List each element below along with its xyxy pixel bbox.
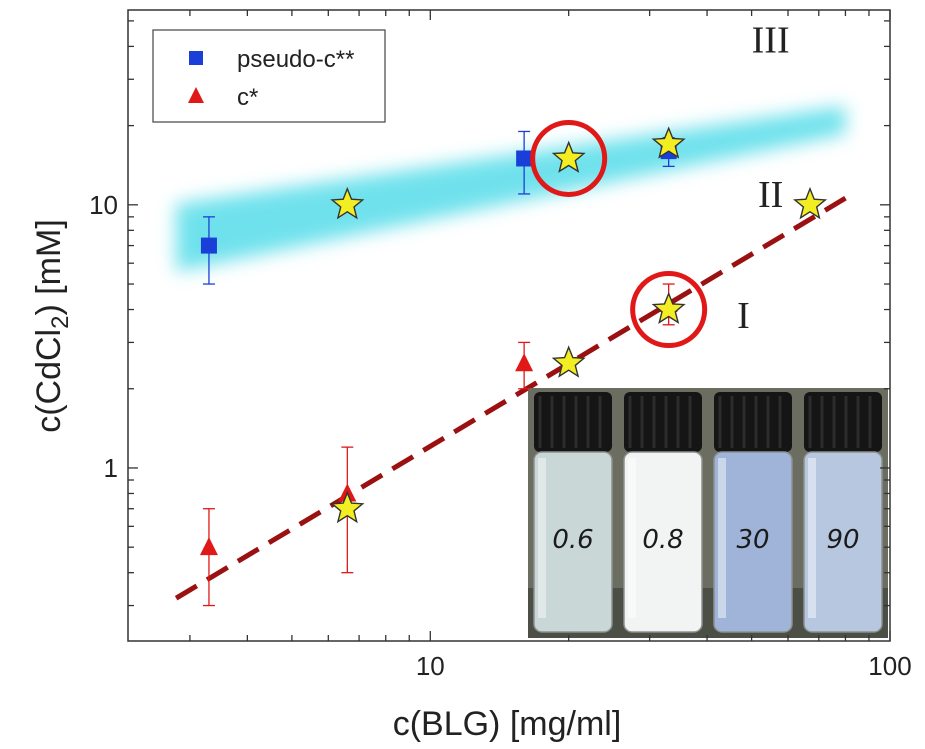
region-label: II: [758, 174, 783, 216]
star-marker: [792, 186, 828, 220]
vial-highlight: [628, 458, 636, 618]
vial-highlight: [718, 458, 726, 618]
legend-box: [152, 29, 386, 123]
axis-ticks: 10 100 1 10: [89, 10, 912, 681]
legend-triangle-marker: [188, 87, 204, 103]
circle-layer: [530, 119, 708, 349]
x-tick-label: 10: [416, 651, 445, 681]
vial-body: [713, 451, 793, 633]
x-tick-label: 100: [868, 651, 911, 681]
x-axis-title: c(BLG) [mg/ml]: [393, 705, 622, 743]
y-axis-title-part-1: c(CdCl: [30, 329, 68, 433]
y-tick-label: 1: [104, 453, 118, 483]
star-marker: [330, 186, 365, 220]
legend: pseudo-c** c*: [152, 29, 386, 123]
vial-label: 0.6: [552, 525, 593, 555]
region-label: I: [737, 295, 750, 337]
legend-label-pseudo-c: pseudo-c**: [237, 46, 354, 73]
cyan-band: [176, 106, 846, 272]
star-marker: [551, 140, 586, 173]
vial-highlight: [808, 458, 816, 618]
inset-photo: 0.6 0.8 30 90: [528, 388, 888, 638]
triangle-marker: [515, 353, 534, 372]
vial-highlight: [538, 458, 546, 618]
fit-layer: [174, 196, 847, 601]
star-marker: [330, 490, 365, 524]
vial-label: 0.8: [642, 525, 683, 555]
band-layer: [176, 106, 846, 272]
region-label: III: [752, 19, 790, 61]
star-marker: [551, 345, 586, 378]
star-layer: [330, 126, 828, 524]
vial-label: 90: [826, 525, 859, 555]
y-axis-title-part-2: ) [mM]: [30, 219, 68, 315]
square-marker: [516, 150, 533, 167]
vial-body: [803, 451, 883, 633]
square-marker: [200, 237, 217, 254]
legend-label-c-star: c*: [237, 84, 258, 111]
highlight-circle: [630, 271, 708, 349]
star-marker: [651, 126, 686, 159]
triangle-marker: [199, 537, 218, 556]
vial-body: [533, 451, 613, 633]
legend-square-marker: [189, 51, 203, 65]
y-axis-title: c(CdCl2) [mM]: [30, 219, 74, 433]
star-marker: [651, 291, 686, 325]
vial-label: 30: [736, 525, 769, 555]
y-tick-label: 10: [89, 190, 118, 220]
dashed-fit-line: [174, 196, 847, 601]
vial-body: [623, 451, 703, 633]
y-axis-title-subscript: 2: [47, 316, 74, 329]
highlight-circle: [530, 119, 608, 197]
